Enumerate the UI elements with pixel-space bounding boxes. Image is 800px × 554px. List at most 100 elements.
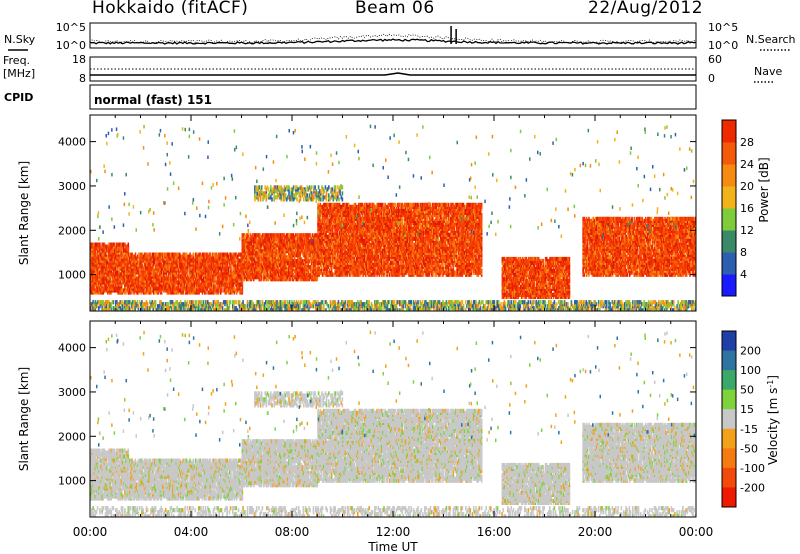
power-echo-cell — [293, 257, 296, 262]
power-echo-cell — [370, 254, 373, 259]
power-echo-cell — [367, 264, 369, 269]
power-echo-cell — [197, 260, 199, 265]
power-echo-cell — [354, 226, 357, 231]
power-echo-cell — [355, 216, 358, 221]
power-echo-cell — [340, 220, 342, 225]
power-echo-cell — [205, 282, 207, 287]
power-echo-cell — [166, 264, 169, 269]
power-echo-cell — [176, 252, 179, 257]
power-echo-cell — [342, 256, 344, 261]
power-echo-cell — [265, 241, 267, 246]
power-echo-cell — [168, 288, 171, 293]
power-echo-cell — [101, 242, 103, 247]
power-echo-cell — [352, 224, 355, 229]
power-echo-cell — [319, 268, 322, 273]
power-echo-cell — [194, 262, 197, 267]
power-echo-cell — [214, 264, 216, 269]
power-echo-cell — [319, 244, 322, 249]
power-echo-cell — [99, 274, 101, 279]
power-echo-cell — [274, 233, 277, 238]
power-echo-cell — [205, 288, 207, 293]
power-echo-cell — [119, 262, 122, 267]
power-echo-cell — [212, 278, 214, 283]
power-echo-cell — [108, 248, 110, 253]
power-echo-cell — [372, 262, 375, 267]
freq-panel: 18 8 60 0 Freq. [MHz] Nave — [3, 53, 782, 85]
power-echo-cell — [100, 252, 102, 257]
power-echo-cell — [363, 262, 366, 267]
power-echo-cell — [155, 278, 157, 283]
power-echo-cell — [208, 272, 211, 277]
power-echo-cell — [342, 216, 344, 221]
power-echo-cell — [222, 276, 224, 281]
power-echo-cell — [221, 272, 223, 277]
power-echo-cell — [224, 284, 227, 289]
power-echo-cell — [92, 250, 94, 255]
power-echo-cell — [200, 282, 203, 287]
power-echo-cell — [118, 282, 120, 287]
power-echo-cell — [308, 239, 311, 244]
power-echo-cell — [262, 241, 264, 246]
power-echo-cell — [150, 256, 153, 261]
power-echo-cell — [328, 232, 331, 237]
power-echo-cell — [181, 254, 183, 259]
power-echo-cell — [344, 202, 347, 207]
power-echo-cell — [109, 252, 111, 257]
power-echo-cell — [350, 266, 352, 271]
power-echo-cell — [103, 288, 106, 293]
power-echo-cell — [124, 260, 126, 265]
power-echo-cell — [366, 208, 368, 213]
power-echo-cell — [353, 256, 356, 261]
power-echo-cell — [214, 252, 216, 257]
power-echo-cell — [263, 233, 265, 238]
power-echo-cell — [260, 235, 263, 240]
power-echo-cell — [283, 233, 286, 238]
power-echo-cell — [285, 255, 288, 260]
power-echo-cell — [326, 224, 328, 229]
power-echo-cell — [299, 259, 301, 264]
power-echo-cell — [108, 272, 110, 277]
power-echo-cell — [168, 276, 171, 281]
nsearch-label: N.Search — [746, 33, 796, 46]
power-echo-cell — [317, 242, 319, 247]
power-echo-cell — [252, 277, 255, 282]
power-echo-cell — [143, 262, 146, 267]
power-echo-cell — [133, 286, 136, 291]
power-echo-cell — [109, 258, 111, 263]
power-echo-cell — [168, 264, 171, 269]
power-echo-cell — [95, 252, 98, 257]
power-echo-cell — [91, 282, 93, 287]
power-echo-cell — [96, 262, 99, 267]
power-echo-cell — [234, 282, 237, 287]
power-echo-cell — [327, 270, 330, 275]
power-echo-cell — [273, 233, 275, 238]
power-echo-cell — [234, 256, 237, 261]
power-echo-cell — [143, 284, 146, 289]
power-echo-cell — [313, 241, 315, 246]
power-echo-cell — [298, 253, 300, 258]
power-echo-cell — [257, 273, 259, 278]
power-echo-cell — [256, 233, 258, 238]
cpid-label: CPID — [4, 91, 33, 104]
power-echo-cell — [318, 216, 320, 221]
power-echo-cell — [101, 248, 103, 253]
power-echo-cell — [160, 252, 163, 257]
power-echo-cell — [336, 228, 339, 233]
power-echo-cell — [350, 204, 352, 209]
power-echo-cell — [259, 253, 262, 258]
power-echo-cell — [166, 276, 169, 281]
power-echo-cell — [320, 230, 323, 235]
power-echo-cell — [317, 202, 319, 207]
power-echo-cell — [217, 288, 220, 293]
power-echo-cell — [226, 264, 229, 269]
power-echo-cell — [369, 222, 372, 227]
power-echo-cell — [214, 288, 216, 293]
power-echo-cell — [344, 224, 347, 229]
power-echo-cell — [218, 252, 221, 257]
power-echo-cell — [324, 246, 326, 251]
power-echo-cell — [320, 234, 323, 239]
power-echo-cell — [338, 208, 341, 213]
power-echo-cell — [358, 260, 360, 265]
power-echo-cell — [165, 284, 167, 289]
power-echo-cell — [167, 252, 170, 257]
